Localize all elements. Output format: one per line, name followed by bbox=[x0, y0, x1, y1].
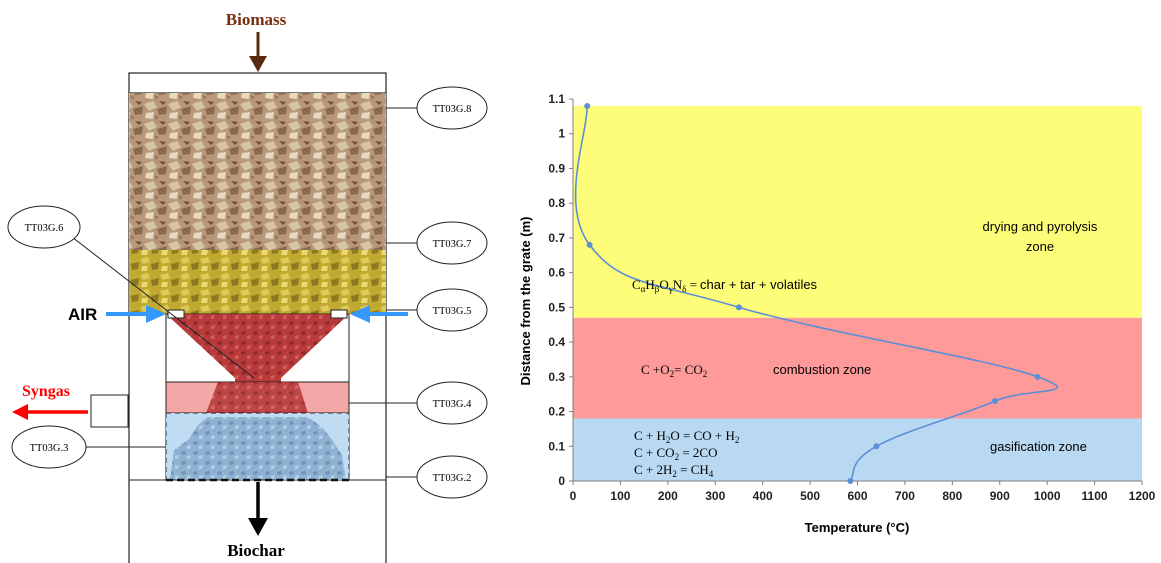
gasification-boundary bbox=[165, 412, 350, 481]
y-tick-label: 0.4 bbox=[548, 335, 565, 349]
x-tick-label: 0 bbox=[570, 489, 577, 503]
sensor-6-leader bbox=[71, 236, 255, 379]
x-tick-label: 300 bbox=[705, 489, 725, 503]
biochar-label: Biochar bbox=[227, 541, 285, 560]
x-tick-label: 700 bbox=[895, 489, 915, 503]
sensor-tt03g-8: TT03G.8 bbox=[416, 86, 488, 130]
combustion-equation: C +O2= CO2 bbox=[641, 362, 707, 379]
temperature-data-point bbox=[847, 478, 854, 484]
sensor-tt03g-8-label: TT03G.8 bbox=[433, 104, 472, 115]
x-tick-label: 1100 bbox=[1082, 489, 1108, 503]
reactor-top-cap bbox=[128, 72, 387, 94]
reactor-diagram: Biomass AIR bbox=[7, 10, 488, 563]
y-tick-label: 0.9 bbox=[548, 161, 565, 175]
pyrolysis-equation: CαHβOγNδ = char + tar + volatiles bbox=[632, 277, 818, 294]
air-nozzle-left bbox=[167, 309, 185, 319]
chart-axes: 0 100 200 300 400 500 600 700 800 900 1000 1100 1200… bbox=[548, 92, 1155, 503]
gasification-equation-3: C + 2H2 = CH4 bbox=[634, 462, 714, 479]
x-tick-label: 400 bbox=[753, 489, 773, 503]
x-axis-title: Temperature (°C) bbox=[805, 520, 910, 535]
sensor-tt03g-2: TT03G.2 bbox=[416, 455, 488, 499]
y-tick-label: 0.1 bbox=[548, 439, 565, 453]
chart-series bbox=[574, 102, 1058, 484]
biomass-label: Biomass bbox=[226, 10, 287, 29]
temperature-data-point bbox=[1034, 373, 1041, 380]
x-tick-label: 200 bbox=[658, 489, 678, 503]
combustion-funnel bbox=[166, 314, 349, 378]
pyrolysis-equation-formula: CαHβOγNδ = bbox=[632, 277, 697, 294]
syngas-label: Syngas bbox=[22, 383, 70, 400]
temperature-data-point bbox=[586, 241, 593, 248]
sensor-tt03g-5: TT03G.5 bbox=[416, 288, 488, 332]
gasification-equation-1: C + H2O = CO + H2 bbox=[634, 428, 739, 445]
drying-pyrolysis-zone-band bbox=[573, 105, 1142, 318]
syngas-outlet-box bbox=[90, 394, 129, 428]
y-tick-label: 0.5 bbox=[548, 300, 565, 314]
combustion-zone-label: combustion zone bbox=[773, 362, 871, 377]
x-tick-label: 1200 bbox=[1129, 489, 1156, 503]
sensor-tt03g-5-label: TT03G.5 bbox=[433, 306, 472, 317]
y-tick-label: 0 bbox=[558, 474, 565, 488]
sensor-tt03g-7-label: TT03G.7 bbox=[433, 239, 472, 250]
sensor-tt03g-4: TT03G.4 bbox=[416, 381, 488, 425]
y-tick-label: 0.7 bbox=[548, 231, 565, 245]
drying-zone-label: drying and pyrolysis bbox=[983, 219, 1098, 234]
x-tick-label: 100 bbox=[610, 489, 630, 503]
temperature-data-point bbox=[992, 398, 999, 405]
x-tick-label: 1000 bbox=[1034, 489, 1061, 503]
temperature-data-point bbox=[584, 102, 591, 109]
y-tick-label: 1.1 bbox=[548, 92, 565, 106]
sensor-tt03g-2-label: TT03G.2 bbox=[433, 473, 472, 484]
biomass-inlet-arrow bbox=[249, 32, 267, 72]
sensor-tt03g-4-label: TT03G.4 bbox=[433, 399, 473, 410]
sensor-tt03g-7: TT03G.7 bbox=[416, 221, 488, 265]
zone-bands bbox=[573, 105, 1142, 481]
y-axis-title: Distance from the grate (m) bbox=[518, 216, 533, 385]
x-tick-label: 500 bbox=[800, 489, 820, 503]
temperature-profile-chart: 0 100 200 300 400 500 600 700 800 900 1000 1100 1200… bbox=[518, 92, 1156, 535]
y-tick-label: 0.6 bbox=[548, 266, 565, 280]
temperature-data-point bbox=[735, 304, 742, 311]
temperature-data-point bbox=[873, 443, 880, 450]
sensor-tt03g-6: TT03G.6 bbox=[7, 205, 81, 249]
y-tick-label: 0.3 bbox=[548, 370, 565, 384]
gasification-equation-2: C + CO2 = 2CO bbox=[634, 445, 717, 462]
drying-layer bbox=[129, 250, 386, 314]
biomass-bed bbox=[129, 93, 386, 250]
y-tick-label: 0.2 bbox=[548, 405, 565, 419]
syngas-outlet-arrow bbox=[12, 404, 88, 420]
combustion-zone-band bbox=[573, 317, 1142, 419]
pyrolysis-equation-products: char + tar + volatiles bbox=[700, 277, 818, 292]
biochar-outlet-arrow bbox=[248, 482, 268, 536]
air-label: AIR bbox=[68, 305, 97, 324]
air-inlet-arrow-left bbox=[106, 305, 166, 323]
gasification-zone-band bbox=[573, 418, 1142, 481]
drying-zone-label-line2: zone bbox=[1026, 239, 1054, 254]
gasification-zone-label: gasification zone bbox=[990, 439, 1087, 454]
combustion-throat bbox=[235, 378, 281, 382]
y-tick-label: 1 bbox=[558, 127, 565, 141]
x-tick-label: 600 bbox=[847, 489, 867, 503]
sensor-tt03g-3-label: TT03G.3 bbox=[30, 443, 69, 454]
x-tick-label: 900 bbox=[990, 489, 1010, 503]
air-inlet-arrow-right bbox=[350, 305, 408, 323]
air-nozzle-right bbox=[330, 309, 348, 319]
y-tick-label: 0.8 bbox=[548, 196, 565, 210]
gasification-equations: C + H2O = CO + H2 C + CO2 = 2CO C + 2H2 … bbox=[634, 428, 739, 479]
sensor-tt03g-6-label: TT03G.6 bbox=[25, 223, 64, 234]
gasification-bed bbox=[170, 417, 346, 480]
sensor-tt03g-3: TT03G.3 bbox=[11, 425, 87, 469]
reduction-bed bbox=[206, 382, 308, 413]
x-tick-label: 800 bbox=[942, 489, 962, 503]
